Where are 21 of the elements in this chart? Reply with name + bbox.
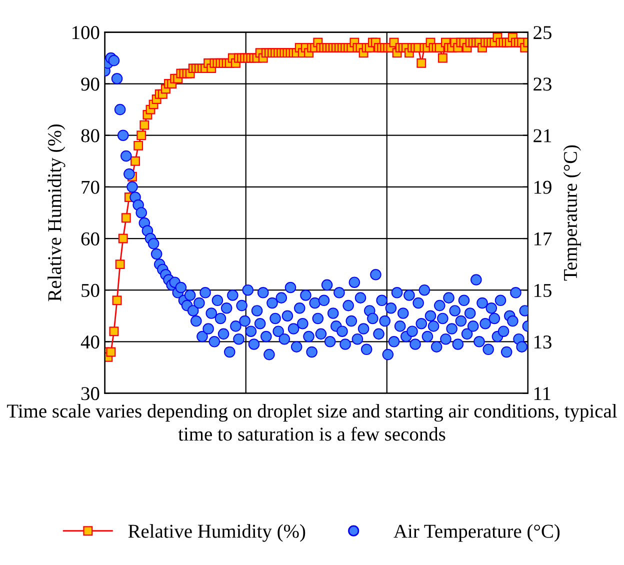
y2-tick-label: 21 [534,129,552,142]
y2-tick-label: 11 [534,387,550,400]
y2-tick-label: 19 [534,180,552,194]
y-tick-label: 100 [72,26,100,40]
y-tick-label: 70 [82,180,100,194]
y-axis-title: Relative Humidity (%) [48,124,66,302]
y2-tick-label: 23 [534,78,552,91]
y-tick-label: 90 [81,78,100,91]
y2-tick-label: 17 [534,232,552,246]
y2-axis-title: Temperature (°C) [563,145,581,281]
y-tick-label: 40 [80,335,100,349]
x-axis-title: Time scale varies depending on droplet size and starting air conditions, typical time to saturation is a few seconds [7,404,617,441]
y-tick-label: 50 [82,284,100,298]
y2-tick-label: 15 [534,284,552,298]
legend-label: Air Temperature (°C) [394,524,560,542]
y-tick-label: 60 [81,232,100,246]
y-tick-label: 30 [81,387,100,400]
y-tick-label: 80 [81,129,100,142]
y2-tick-label: 25 [534,26,552,40]
legend-label: Relative Humidity (%) [128,524,306,542]
y2-tick-label: 13 [534,336,552,349]
